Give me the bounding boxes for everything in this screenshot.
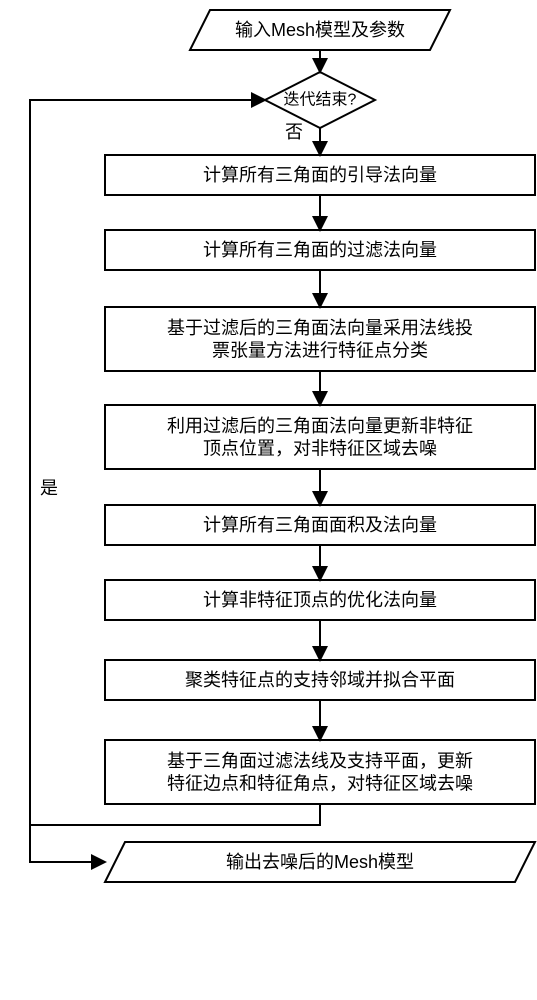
node-text: 计算所有三角面的过滤法向量 [203, 240, 437, 260]
node-text: 票张量方法进行特征点分类 [212, 340, 428, 360]
node-text: 计算非特征顶点的优化法向量 [203, 590, 437, 610]
node-text: 计算所有三角面面积及法向量 [203, 515, 437, 535]
flowchart-process [105, 740, 535, 804]
flowchart-process [105, 405, 535, 469]
flowchart-edge [30, 505, 105, 862]
flowchart-svg: 输入Mesh模型及参数迭代结束? 否是 计算所有三角面的引导法向量计算所有三角面的过… [0, 0, 537, 1000]
node-text: 基于三角面过滤法线及支持平面，更新 [167, 751, 473, 771]
node-text: 聚类特征点的支持邻域并拟合平面 [185, 670, 455, 690]
node-text: 输入Mesh模型及参数 [235, 20, 405, 40]
node-text: 计算所有三角面的引导法向量 [203, 165, 437, 185]
node-text: 迭代结束? [284, 91, 357, 109]
flowchart-process [105, 307, 535, 371]
node-text: 基于过滤后的三角面法向量采用法线投 [167, 318, 473, 338]
edge-label: 否 [285, 122, 303, 142]
node-text: 特征边点和特征角点，对特征区域去噪 [167, 773, 473, 793]
node-text: 输出去噪后的Mesh模型 [226, 852, 414, 872]
node-text: 利用过滤后的三角面法向量更新非特征 [167, 416, 473, 436]
node-text: 顶点位置，对非特征区域去噪 [203, 438, 437, 458]
edge-label: 是 [40, 478, 58, 498]
